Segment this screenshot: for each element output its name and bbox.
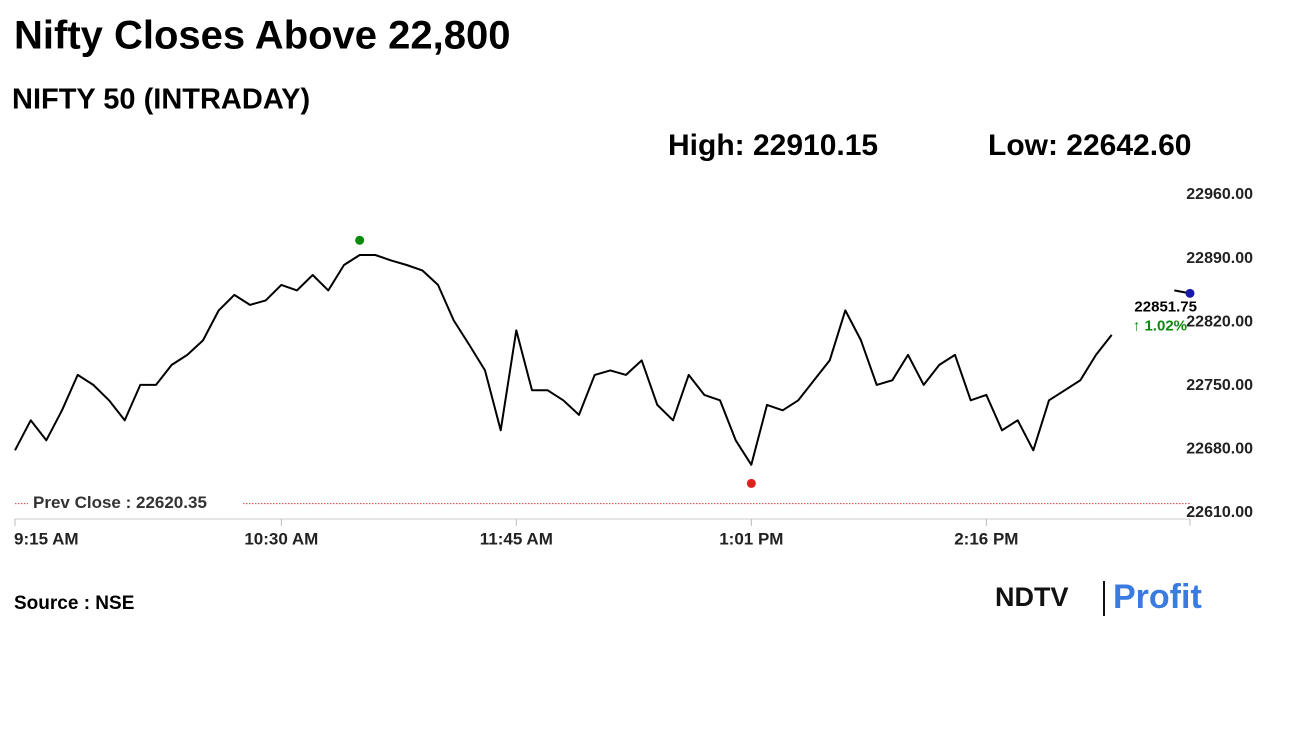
low-dot xyxy=(746,478,756,488)
logo-ndtv: NDTV xyxy=(995,582,1069,612)
chart-title: Nifty Closes Above 22,800 xyxy=(14,14,511,58)
prev-close-bg xyxy=(28,492,243,515)
last-value-label: 22851.75 xyxy=(1134,298,1197,315)
last-dot xyxy=(1185,288,1195,298)
high-dot xyxy=(355,235,365,245)
y-tick-label: 22610.00 xyxy=(1186,504,1253,521)
x-tick-label: 9:15 AM xyxy=(14,529,79,548)
x-tick-label: 2:16 PM xyxy=(954,529,1018,548)
source: Source : NSE xyxy=(14,593,134,614)
x-tick-label: 10:30 AM xyxy=(244,529,318,548)
high-label: High: 22910.15 xyxy=(668,129,878,162)
y-tick-label: 22680.00 xyxy=(1186,441,1253,458)
prev-close-label: Prev Close : 22620.35 xyxy=(33,493,207,512)
y-tick-label: 22820.00 xyxy=(1186,313,1253,330)
low-label: Low: 22642.60 xyxy=(988,129,1191,162)
y-tick-label: 22750.00 xyxy=(1186,377,1253,394)
x-tick-label: 11:45 AM xyxy=(480,529,553,548)
change-label: ↑ 1.02% xyxy=(1133,317,1187,334)
chart-subtitle: NIFTY 50 (INTRADAY) xyxy=(12,84,310,116)
logo-profit: Profit xyxy=(1113,578,1202,616)
price-line xyxy=(14,254,1191,466)
y-tick-label: 22960.00 xyxy=(1186,186,1253,203)
x-tick-label: 1:01 PM xyxy=(719,529,783,548)
y-tick-label: 22890.00 xyxy=(1186,250,1253,267)
